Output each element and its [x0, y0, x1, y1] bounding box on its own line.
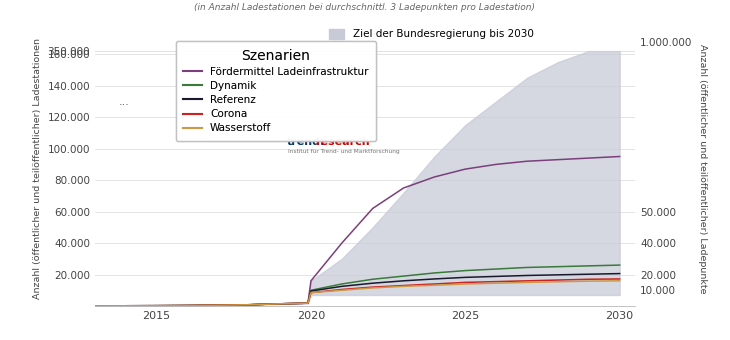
Y-axis label: Anzahl (öffentlicher und teilöffentlicher) Ladepunkte: Anzahl (öffentlicher und teilöffentliche…	[698, 44, 707, 293]
Y-axis label: Anzahl (öffentlicher und teilöffentlicher) Ladestationen: Anzahl (öffentlicher und teilöffentliche…	[33, 38, 42, 299]
Text: research: research	[315, 137, 370, 147]
Legend: Fördermittel Ladeinfrastruktur, Dynamik, Referenz, Corona, Wasserstoff: Fördermittel Ladeinfrastruktur, Dynamik,…	[176, 41, 376, 141]
Text: trend:: trend:	[287, 137, 325, 147]
Text: Institut für Trend- und Marktforschung: Institut für Trend- und Marktforschung	[288, 149, 400, 154]
Text: (in Anzahl Ladestationen bei durchschnittl. 3 Ladepunkten pro Ladestation): (in Anzahl Ladestationen bei durchschnit…	[194, 3, 536, 12]
Text: ...: ...	[119, 97, 130, 107]
